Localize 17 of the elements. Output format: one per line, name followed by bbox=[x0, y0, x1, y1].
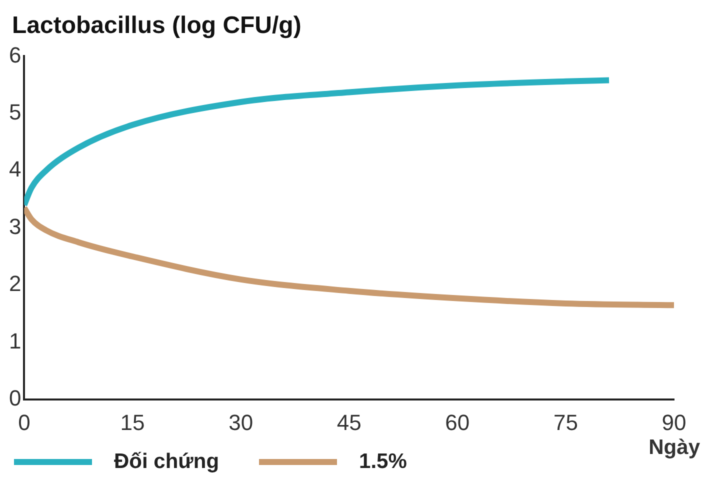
x-tick-label: 60 bbox=[445, 410, 470, 435]
x-tick-label: 75 bbox=[553, 410, 578, 435]
x-tick-label: 30 bbox=[228, 410, 254, 435]
x-tick-label: 15 bbox=[120, 410, 145, 435]
y-tick-label: 4 bbox=[8, 156, 22, 182]
y-tick-label: 6 bbox=[8, 42, 22, 68]
y-tick-label: 3 bbox=[8, 214, 22, 239]
x-tick-label: 45 bbox=[336, 410, 362, 435]
chart-title: Lactobacillus (log CFU/g) bbox=[12, 12, 302, 40]
y-tick-label: 0 bbox=[8, 386, 22, 411]
y-tick-label: 1 bbox=[8, 328, 22, 354]
x-axis-title: Ngày bbox=[648, 436, 700, 460]
legend-label: 1.5% bbox=[359, 450, 407, 474]
y-tick-label: 5 bbox=[8, 99, 22, 124]
y-tick-label: 2 bbox=[8, 271, 22, 296]
x-tick-label: 90 bbox=[662, 410, 686, 435]
legend-label: Đối chứng bbox=[114, 450, 220, 474]
